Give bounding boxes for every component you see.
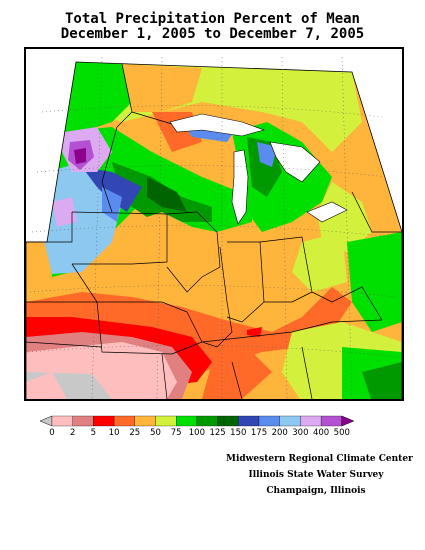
legend-swatch <box>320 415 342 427</box>
legend-label: 200 <box>271 428 288 438</box>
legend-swatch <box>196 415 218 427</box>
legend-label: 0 <box>49 428 55 438</box>
arkansas-border <box>161 353 168 399</box>
legend-swatch <box>258 415 280 427</box>
legend-label: 25 <box>129 428 141 438</box>
area-orange-north <box>122 64 202 112</box>
kentucky-tennessee-border <box>201 319 383 343</box>
legend-swatch <box>300 415 322 427</box>
lake-superior <box>169 113 265 137</box>
legend-labels: 0 2 5 10 25 50 75 100 125 150 175 200 300 400 500 <box>0 428 425 440</box>
area-blue-michigan <box>257 142 277 167</box>
lake-huron <box>269 141 321 183</box>
legend-swatch <box>93 415 115 427</box>
legend-label: 75 <box>170 428 182 438</box>
area-green-east <box>347 232 402 332</box>
area-lime-east <box>317 182 372 252</box>
map-title-line2: December 1, 2005 to December 7, 2005 <box>60 26 365 42</box>
legend-swatch <box>72 415 94 427</box>
wisconsin-north-border <box>131 111 173 125</box>
precipitation-shading <box>26 62 402 399</box>
state-borders <box>26 63 402 399</box>
legend-label: 175 <box>250 428 268 438</box>
precipitation-map <box>24 47 404 401</box>
color-legend <box>40 415 355 427</box>
legend-swatch <box>155 415 177 427</box>
area-pink-2 <box>26 372 67 399</box>
legend-label: 500 <box>333 428 350 438</box>
west-virginia-border <box>311 286 383 321</box>
area-orange-southeast <box>202 352 272 399</box>
alabama-border <box>301 346 313 399</box>
credit-line1: Midwestern Regional Climate Center <box>226 454 413 464</box>
map-title-line1: Total Precipitation Percent of Mean <box>64 11 360 27</box>
credits: Midwestern Regional Climate Center Illin… <box>226 451 413 499</box>
area-lime-ohio <box>292 232 347 292</box>
legend-swatch <box>217 415 239 427</box>
area-navy <box>82 167 142 212</box>
legend-label: 125 <box>209 428 226 438</box>
legend-label: 400 <box>312 428 330 438</box>
illinois-border <box>166 211 221 293</box>
legend-swatch <box>238 415 260 427</box>
legend-swatch <box>113 415 135 427</box>
lake-michigan <box>231 149 249 225</box>
lat-long-grid <box>27 56 401 399</box>
missouri-south-border <box>96 301 203 355</box>
iowa-border <box>71 211 168 265</box>
minnesota-west-border <box>101 63 133 213</box>
area-green-northwest <box>52 62 132 172</box>
area-mid-green-southeast <box>362 362 402 399</box>
area-dark-purple <box>74 148 86 164</box>
legend-label: 10 <box>108 428 120 438</box>
missouri-north-border <box>71 263 188 313</box>
oklahoma-border <box>26 341 103 348</box>
legend-label: 300 <box>292 428 309 438</box>
legend-arrow-right <box>341 415 355 427</box>
nebraska-border <box>26 212 73 243</box>
legend-label: 150 <box>230 428 247 438</box>
legend-swatch <box>134 415 156 427</box>
legend-label: 100 <box>188 428 206 438</box>
lake-erie <box>306 201 348 223</box>
mississippi-border <box>231 361 243 399</box>
pennsylvania-border <box>351 191 402 233</box>
legend-arrow-left <box>40 415 53 427</box>
credit-line3: Champaign, Illinois <box>266 486 366 496</box>
legend-label: 2 <box>69 428 76 438</box>
area-red-spot <box>247 327 262 337</box>
area-dark-green <box>147 177 187 212</box>
area-lavender-2 <box>52 197 77 227</box>
credit-line2: Illinois State Water Survey <box>248 470 384 480</box>
legend-label: 50 <box>150 428 161 438</box>
legend-swatch <box>51 415 73 427</box>
legend-swatch <box>176 415 198 427</box>
great-lakes <box>169 113 348 225</box>
legend-label: 5 <box>90 428 97 438</box>
legend-swatch <box>279 415 301 427</box>
